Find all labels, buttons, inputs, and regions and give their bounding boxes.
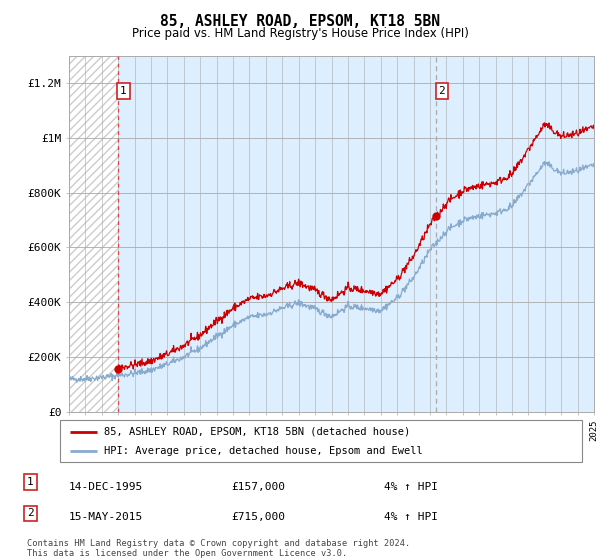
Text: Price paid vs. HM Land Registry's House Price Index (HPI): Price paid vs. HM Land Registry's House … bbox=[131, 27, 469, 40]
Bar bbox=[69, 56, 118, 412]
Text: Contains HM Land Registry data © Crown copyright and database right 2024.
This d: Contains HM Land Registry data © Crown c… bbox=[27, 539, 410, 558]
Text: £715,000: £715,000 bbox=[231, 512, 285, 522]
Text: 85, ASHLEY ROAD, EPSOM, KT18 5BN: 85, ASHLEY ROAD, EPSOM, KT18 5BN bbox=[160, 14, 440, 29]
Text: 4% ↑ HPI: 4% ↑ HPI bbox=[384, 482, 438, 492]
Text: 1: 1 bbox=[120, 86, 127, 96]
Text: 85, ASHLEY ROAD, EPSOM, KT18 5BN (detached house): 85, ASHLEY ROAD, EPSOM, KT18 5BN (detach… bbox=[104, 427, 410, 437]
FancyBboxPatch shape bbox=[60, 420, 582, 462]
Text: HPI: Average price, detached house, Epsom and Ewell: HPI: Average price, detached house, Epso… bbox=[104, 446, 423, 456]
Text: £157,000: £157,000 bbox=[231, 482, 285, 492]
Text: 2: 2 bbox=[27, 508, 34, 519]
Text: 2: 2 bbox=[439, 86, 445, 96]
Text: 15-MAY-2015: 15-MAY-2015 bbox=[69, 512, 143, 522]
Text: 14-DEC-1995: 14-DEC-1995 bbox=[69, 482, 143, 492]
Text: 1: 1 bbox=[27, 477, 34, 487]
Text: 4% ↑ HPI: 4% ↑ HPI bbox=[384, 512, 438, 522]
Bar bbox=[118, 56, 594, 412]
